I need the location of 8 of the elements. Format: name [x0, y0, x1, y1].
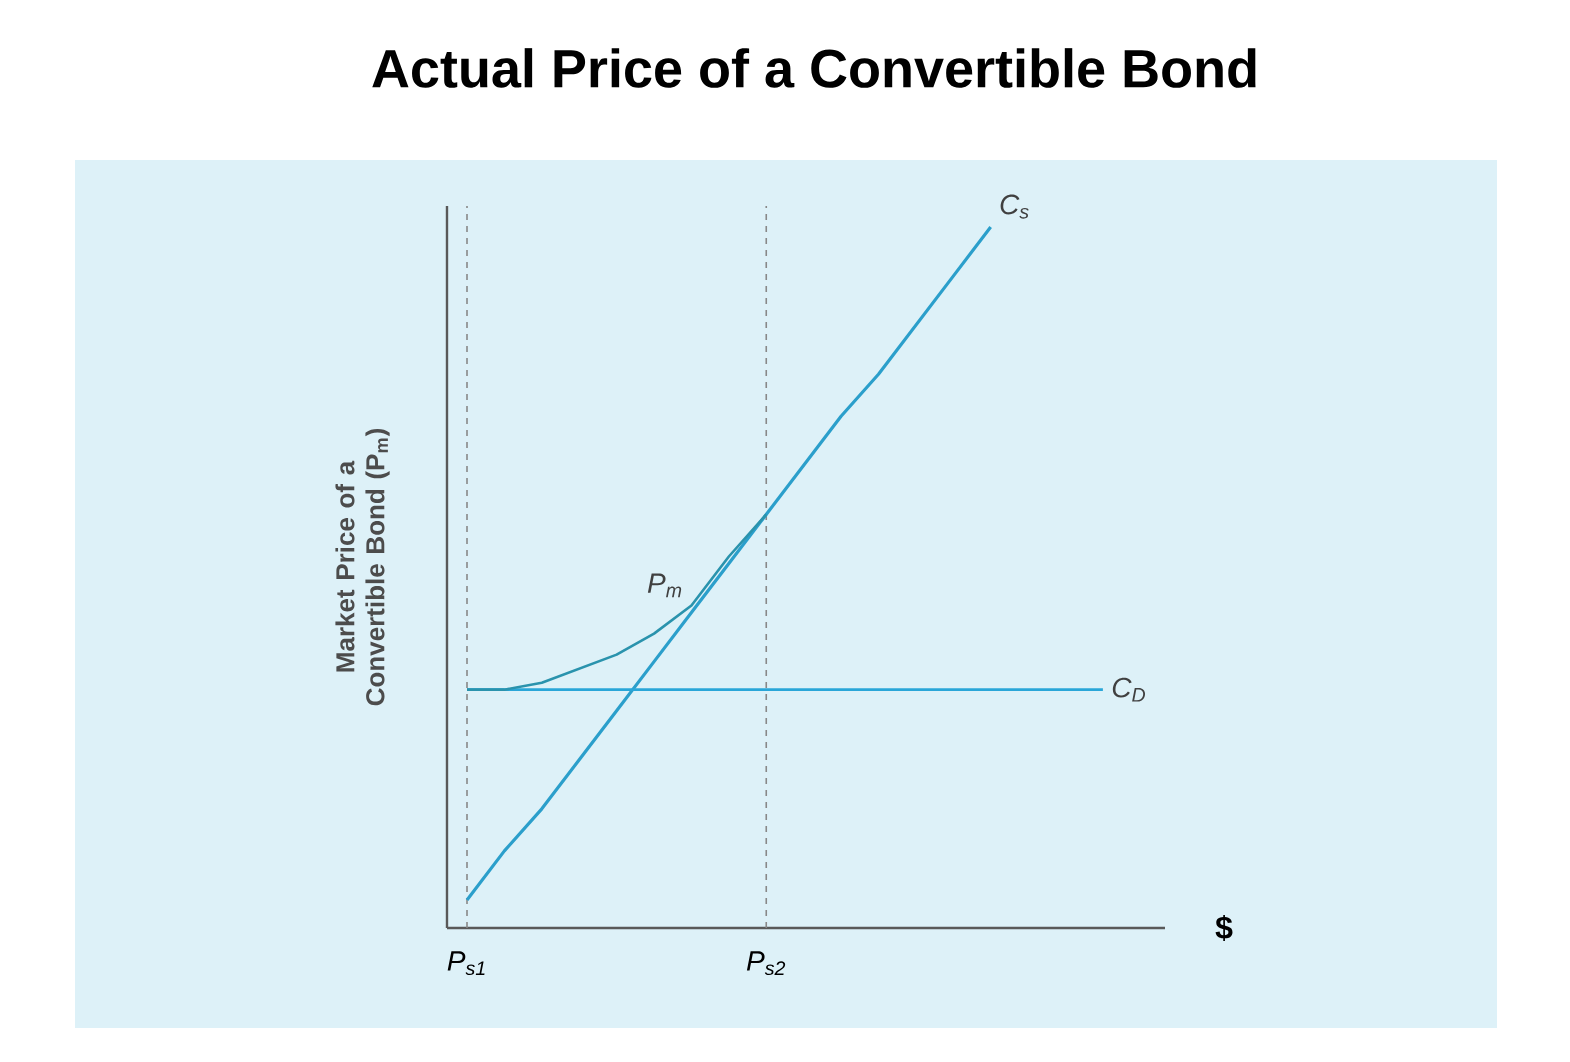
series-label: C$_{D}$ — [1112, 677, 1146, 702]
x-axis-title: $ — [1215, 914, 1233, 942]
x-tick-label: P$_{s2}$ — [746, 951, 786, 976]
series-label: C$_{s}$ — [1000, 194, 1029, 219]
y-axis-title: Market Price of a Convertible Bond (P$_{m}$) — [335, 428, 390, 706]
chart-title: Actual Price of a Convertible Bond — [372, 48, 1256, 88]
x-tick-label: P$_{s1}$ — [447, 951, 485, 976]
series-label: P$_{m}$ — [647, 573, 682, 598]
